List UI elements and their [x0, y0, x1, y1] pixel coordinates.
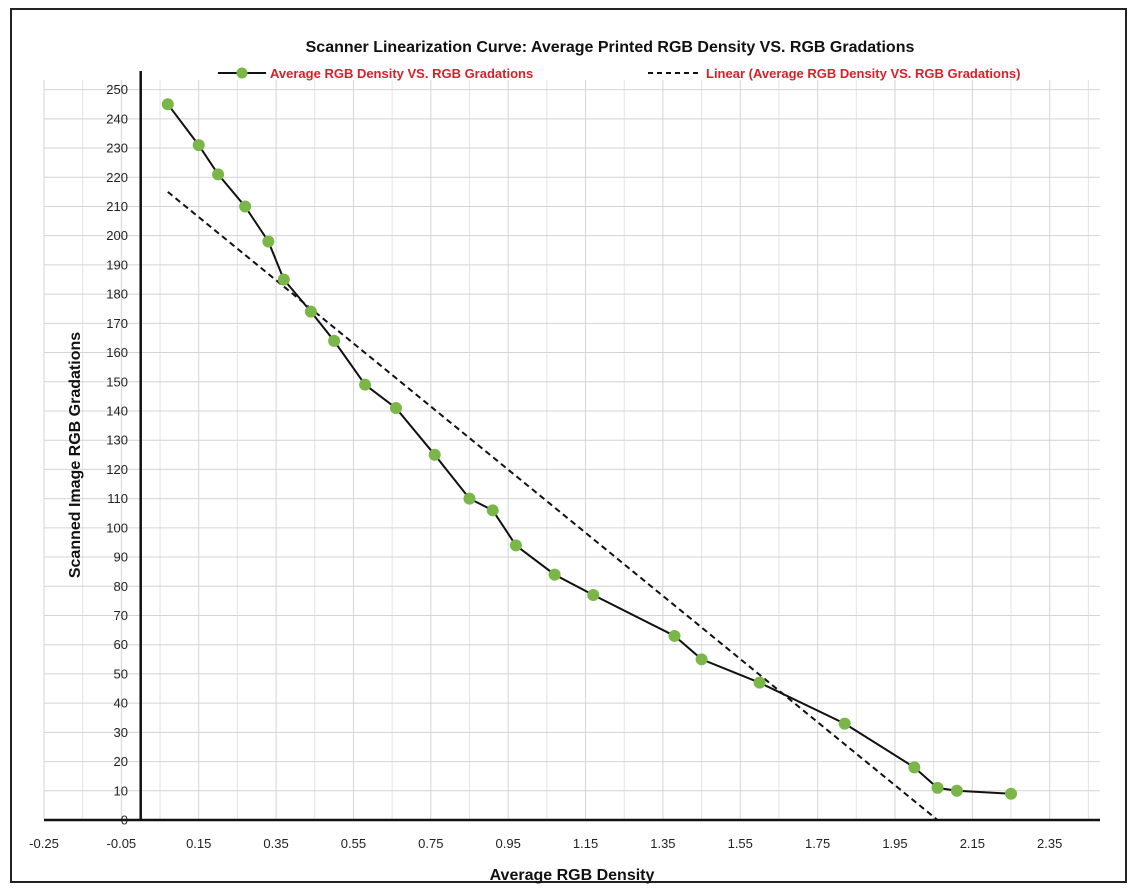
- data-point: [486, 504, 499, 517]
- y-tick-label: 120: [106, 462, 128, 477]
- x-tick-label: 0.75: [418, 836, 443, 851]
- y-axis-title: Scanned Image RGB Gradations: [67, 332, 84, 578]
- data-point: [161, 98, 174, 111]
- data-point: [587, 589, 600, 602]
- data-point: [668, 629, 681, 642]
- data-point: [509, 539, 522, 552]
- y-tick-label: 30: [114, 725, 128, 740]
- y-tick-label: 50: [114, 666, 128, 681]
- y-tick-label: 220: [106, 170, 128, 185]
- y-tick-label: 140: [106, 403, 128, 418]
- y-tick-label: 210: [106, 199, 128, 214]
- x-tick-label: 1.75: [805, 836, 830, 851]
- x-tick-label: -0.25: [29, 836, 59, 851]
- x-tick-label: 0.15: [186, 836, 211, 851]
- trend-line: [167, 191, 939, 821]
- y-tick-label: 0: [121, 813, 128, 828]
- y-tick-label: 230: [106, 141, 128, 156]
- y-tick-label: 40: [114, 696, 128, 711]
- data-point: [262, 235, 275, 248]
- x-tick-label: -0.05: [107, 836, 137, 851]
- y-tick-label: 10: [114, 783, 128, 798]
- x-tick-label: 1.35: [650, 836, 675, 851]
- data-point: [838, 717, 851, 730]
- y-tick-label: 90: [114, 550, 128, 565]
- grid-lines: [43, 80, 1100, 821]
- data-point: [931, 781, 944, 794]
- y-tick-label: 110: [107, 491, 128, 506]
- y-tick-label: 130: [106, 433, 128, 448]
- trend-line-group: [167, 191, 939, 821]
- legend: Average RGB Density VS. RGB Gradations L…: [218, 66, 1020, 81]
- chart-frame: [10, 8, 1127, 883]
- y-tick-label: 160: [106, 345, 128, 360]
- y-tick-label: 80: [114, 579, 128, 594]
- legend-trend-label: Linear (Average RGB Density VS. RGB Grad…: [706, 66, 1020, 81]
- y-tick-label: 190: [106, 257, 128, 272]
- x-tick-label: 0.95: [496, 836, 521, 851]
- data-point: [390, 402, 402, 415]
- data-point: [328, 334, 341, 347]
- data-series-group: [161, 98, 1018, 800]
- series-line: [167, 103, 1012, 795]
- y-tick-label: 60: [114, 637, 128, 652]
- x-tick-label: 0.55: [341, 836, 366, 851]
- x-tick-label: 1.15: [573, 836, 598, 851]
- data-point: [239, 200, 252, 213]
- y-tick-label: 150: [106, 374, 128, 389]
- x-tick-label: 1.95: [882, 836, 907, 851]
- data-point: [428, 448, 441, 461]
- legend-series-label: Average RGB Density VS. RGB Gradations: [270, 66, 533, 81]
- data-point: [212, 168, 225, 181]
- data-point: [463, 492, 476, 505]
- y-tick-label: 170: [106, 316, 128, 331]
- data-point: [695, 653, 708, 666]
- y-tick-label: 200: [106, 228, 128, 243]
- data-point: [359, 378, 372, 391]
- x-tick-label: 1.55: [728, 836, 753, 851]
- axes: [44, 71, 1100, 822]
- data-point: [277, 273, 290, 286]
- legend-series-marker: [236, 67, 248, 79]
- y-tick-label: 250: [106, 82, 128, 97]
- y-tick-label: 240: [106, 111, 128, 126]
- x-tick-label: 2.15: [960, 836, 985, 851]
- y-tick-labels: 0 10 20 30 40 50 60 70 80 90 100 110 120 130 140 150 160…: [106, 82, 128, 827]
- data-point: [753, 676, 766, 689]
- chart-title: Scanner Linearization Curve: Average Pri…: [306, 39, 915, 56]
- data-point: [908, 761, 921, 774]
- data-point: [548, 568, 561, 581]
- data-point: [304, 305, 317, 318]
- data-point: [1005, 787, 1018, 800]
- x-tick-labels: -0.25 -0.05 0.15 0.35 0.55 0.75 0.95 1.15 1.35 1.…: [29, 836, 1062, 851]
- data-point: [192, 139, 205, 152]
- x-axis-title: Average RGB Density: [490, 867, 655, 884]
- y-tick-label: 20: [114, 754, 128, 769]
- y-tick-label: 180: [106, 287, 128, 302]
- y-tick-label: 100: [106, 520, 128, 535]
- y-tick-label: 70: [114, 608, 128, 623]
- data-point: [950, 784, 963, 797]
- x-tick-label: 0.35: [263, 836, 288, 851]
- x-tick-label: 2.35: [1037, 836, 1062, 851]
